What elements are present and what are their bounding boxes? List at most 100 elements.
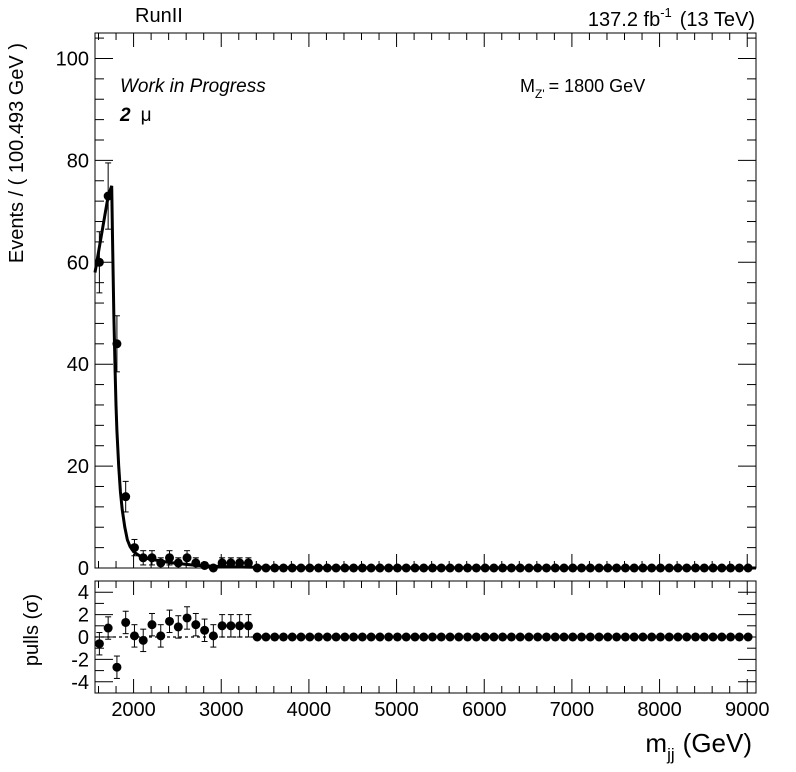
- pull-point: [585, 632, 595, 642]
- pull-point: [173, 622, 183, 632]
- data-point: [524, 563, 534, 573]
- pull-point: [384, 632, 394, 642]
- data-point: [252, 563, 262, 573]
- pull-point: [287, 632, 297, 642]
- data-point: [691, 563, 701, 573]
- data-point: [375, 563, 385, 573]
- data-point: [594, 563, 604, 573]
- pull-point: [392, 632, 402, 642]
- pull-point: [506, 632, 516, 642]
- data-point: [629, 563, 639, 573]
- pull-point: [349, 632, 359, 642]
- data-point: [331, 563, 341, 573]
- mass-prefix: M: [520, 76, 535, 96]
- pull-point: [577, 632, 587, 642]
- y-tick-label: 60: [67, 252, 89, 274]
- pull-point: [191, 620, 201, 630]
- pull-y-tick-label: 2: [78, 605, 89, 627]
- pull-point: [629, 632, 639, 642]
- data-point: [708, 563, 718, 573]
- x-tick-label: 8000: [637, 699, 682, 721]
- pull-point: [515, 632, 525, 642]
- data-point: [533, 563, 543, 573]
- pull-point: [568, 632, 578, 642]
- data-point: [419, 563, 429, 573]
- data-point: [296, 563, 306, 573]
- data-point: [156, 558, 166, 568]
- pull-point: [559, 632, 569, 642]
- x-axis-var: m: [645, 728, 667, 758]
- data-point: [498, 563, 508, 573]
- data-points-group: [94, 162, 753, 573]
- pull-point: [165, 616, 175, 626]
- pull-point: [226, 621, 236, 631]
- main-y-axis-title: Events / ( 100.493 GeV ): [6, 43, 28, 263]
- pull-point: [524, 632, 534, 642]
- pull-point: [682, 632, 692, 642]
- data-point: [226, 558, 236, 568]
- pull-point: [235, 621, 245, 631]
- pull-point: [463, 632, 473, 642]
- data-point: [322, 563, 332, 573]
- pull-point: [94, 639, 104, 649]
- x-tick-label: 4000: [287, 699, 332, 721]
- pull-point: [305, 632, 315, 642]
- data-point: [147, 553, 157, 563]
- data-point: [173, 558, 183, 568]
- pull-point: [550, 632, 560, 642]
- pull-point: [331, 632, 341, 642]
- pull-point: [314, 632, 324, 642]
- pull-y-tick-label: 0: [78, 627, 89, 649]
- pull-point: [699, 632, 709, 642]
- data-point: [314, 563, 324, 573]
- pull-point: [489, 632, 499, 642]
- pull-point: [436, 632, 446, 642]
- main-axes: 0 20 40 60 80 100: [56, 33, 756, 580]
- data-point: [506, 563, 516, 573]
- data-point: [655, 563, 665, 573]
- data-point: [217, 558, 227, 568]
- data-point: [270, 563, 280, 573]
- y-tick-label: 80: [67, 150, 89, 172]
- pull-point: [726, 632, 736, 642]
- pull-point: [743, 632, 753, 642]
- data-point: [541, 563, 551, 573]
- data-point: [743, 563, 753, 573]
- pull-point: [243, 621, 253, 631]
- pull-point: [278, 632, 288, 642]
- y-tick-label: 100: [56, 48, 89, 70]
- data-point: [603, 563, 613, 573]
- data-point: [103, 191, 113, 201]
- pull-point: [156, 631, 166, 641]
- pull-point: [717, 632, 727, 642]
- data-point: [410, 563, 420, 573]
- pulls-points-group: [94, 606, 753, 679]
- fit-curve: [93, 185, 756, 570]
- data-point: [191, 558, 201, 568]
- channel-number: 2: [119, 105, 131, 126]
- pull-point: [200, 625, 210, 635]
- data-point: [112, 339, 122, 349]
- x-tick-label: 6000: [462, 699, 507, 721]
- x-tick-label: 2000: [111, 699, 156, 721]
- pull-point: [454, 632, 464, 642]
- pull-point: [410, 632, 420, 642]
- data-point: [208, 563, 218, 573]
- x-axis-title: mjj (GeV): [645, 728, 752, 764]
- data-point: [585, 563, 595, 573]
- pull-point: [708, 632, 718, 642]
- pull-point: [129, 631, 139, 641]
- data-point: [612, 563, 622, 573]
- pull-point: [480, 632, 490, 642]
- pull-point: [603, 632, 613, 642]
- y-tick-label: 20: [67, 456, 89, 478]
- data-point: [138, 553, 148, 563]
- data-point: [445, 563, 455, 573]
- pull-point: [638, 632, 648, 642]
- x-tick-label: 9000: [725, 699, 770, 721]
- data-point: [717, 563, 727, 573]
- pull-point: [428, 632, 438, 642]
- pull-point: [217, 621, 227, 631]
